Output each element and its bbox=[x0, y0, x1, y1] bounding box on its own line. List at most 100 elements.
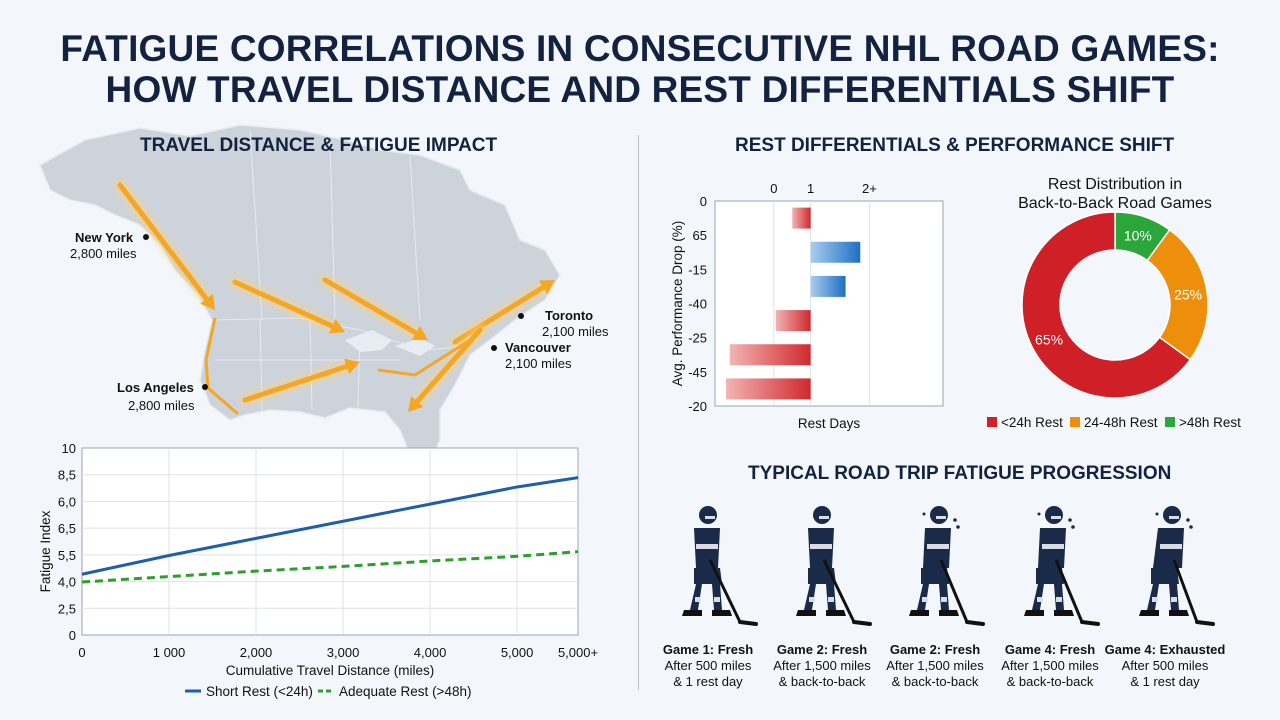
city-dot-new-york bbox=[143, 234, 149, 240]
sweat-drop bbox=[1068, 518, 1072, 522]
x-tick-label: 4,000 bbox=[414, 645, 447, 660]
arrow-head bbox=[411, 326, 428, 340]
game-rest: & back-to-back bbox=[891, 674, 979, 689]
donut-slice bbox=[1146, 228, 1209, 361]
player-figure-3 bbox=[909, 506, 985, 626]
player-helmet bbox=[813, 506, 831, 524]
sock-stripe bbox=[1056, 597, 1062, 602]
x-tick-label: 3,000 bbox=[327, 645, 360, 660]
y-tick-label: -45 bbox=[688, 365, 707, 380]
y-tick-label: 5,5 bbox=[58, 548, 76, 563]
jersey-stripe bbox=[1160, 544, 1182, 549]
section-divider bbox=[638, 135, 639, 690]
rest-section-title: REST DIFFERENTIALS & PERFORMANCE SHIFT bbox=[735, 135, 1175, 156]
y-tick-label: 4,0 bbox=[58, 575, 76, 590]
sweat-drop bbox=[1037, 512, 1041, 516]
x-tick-label: 1 000 bbox=[153, 645, 186, 660]
city-dot-los-angeles bbox=[202, 384, 208, 390]
player-figure-5 bbox=[1139, 506, 1215, 626]
legend-label-0: Short Rest (<24h) bbox=[206, 684, 313, 699]
player-figure-4 bbox=[1024, 506, 1100, 626]
legend-swatch bbox=[1165, 417, 1175, 427]
jersey-stripe bbox=[810, 544, 832, 549]
rest-donut-chart: Rest Distribution in Back-to-Back Road Ga… bbox=[987, 176, 1241, 430]
plot-area bbox=[81, 447, 579, 636]
city-name-los-angeles: Los Angeles bbox=[117, 380, 194, 395]
stick-blade bbox=[1195, 620, 1215, 626]
player-pants bbox=[921, 568, 949, 584]
travel-map: New York 2,800 miles Los Angeles 2,800 m… bbox=[39, 124, 609, 472]
travel-arrow bbox=[322, 277, 419, 336]
y-tick-label: -15 bbox=[688, 262, 707, 277]
progression-label-1: Game 1: Fresh After 500 miles & 1 rest day bbox=[643, 642, 773, 690]
map-borders bbox=[214, 129, 471, 411]
x-tick-label: 0 bbox=[78, 645, 85, 660]
game-miles: After 500 miles bbox=[1121, 658, 1209, 673]
player-visor bbox=[705, 516, 715, 519]
series-line-0 bbox=[81, 476, 579, 576]
bar bbox=[792, 207, 811, 229]
sock-stripe bbox=[1037, 597, 1043, 602]
y-tick-label: 6,5 bbox=[58, 521, 76, 536]
city-dot-vancouver bbox=[491, 345, 497, 351]
jersey-stripe bbox=[1042, 544, 1064, 549]
sock-stripe bbox=[1171, 597, 1177, 602]
page-title: FATIGUE CORRELATIONS IN CONSECUTIVE NHL … bbox=[0, 28, 1280, 110]
y-tick-label: 10 bbox=[62, 441, 76, 456]
player-helmet bbox=[699, 506, 717, 524]
map-section-title: TRAVEL DISTANCE & FATIGUE IMPACT bbox=[140, 135, 498, 156]
stick-blade bbox=[1080, 620, 1100, 626]
map-landmass bbox=[39, 124, 561, 472]
y-tick-label: 6,0 bbox=[58, 494, 76, 509]
donut-slice-label: 10% bbox=[1124, 228, 1152, 244]
fatigue-line-chart: 0 1 000 2,000 3,000 4,000 5,000 5,000+ 0 2,5 4,0 5… bbox=[38, 441, 598, 699]
hockey-stick bbox=[708, 559, 742, 623]
player-skate bbox=[1169, 610, 1189, 616]
city-miles-vancouver: 2,100 miles bbox=[505, 356, 572, 371]
jersey-stripe bbox=[696, 544, 718, 549]
jersey-stripe bbox=[927, 544, 949, 549]
series-line-1 bbox=[81, 550, 579, 584]
x-axis-label: Rest Days bbox=[798, 416, 861, 431]
y-tick-label: 65 bbox=[693, 228, 707, 243]
city-markers bbox=[143, 234, 524, 390]
donut-title-line-2: Back-to-Back Road Games bbox=[1018, 195, 1212, 212]
game-miles: After 1,500 miles bbox=[1001, 658, 1099, 673]
player-visor bbox=[819, 516, 829, 519]
bar bbox=[729, 344, 811, 366]
sock-stripe bbox=[695, 597, 701, 602]
arrow-head bbox=[344, 358, 360, 374]
bar bbox=[810, 275, 846, 297]
y-axis-label: Fatigue Index bbox=[38, 510, 53, 592]
map-lakes bbox=[345, 330, 435, 356]
player-figure-2 bbox=[796, 506, 872, 626]
y-tick-label: -40 bbox=[688, 297, 707, 312]
hockey-stick bbox=[822, 559, 856, 623]
x-tick-label: 5,000+ bbox=[558, 645, 598, 660]
stick-blade bbox=[852, 620, 872, 626]
x-tick-label: 2,000 bbox=[240, 645, 273, 660]
player-skate bbox=[939, 610, 959, 616]
route-line bbox=[204, 317, 239, 416]
y-tick-label: 2,5 bbox=[58, 601, 76, 616]
stick-blade bbox=[738, 620, 758, 626]
x-tick-label: 5,000 bbox=[501, 645, 534, 660]
progression-label-5: Game 4: Exhausted After 500 miles & 1 rest… bbox=[1100, 642, 1230, 690]
sock-stripe bbox=[828, 597, 834, 602]
donut-title-line-1: Rest Distribution in bbox=[1048, 176, 1182, 193]
game-miles: After 500 miles bbox=[664, 658, 752, 673]
city-labels: New York 2,800 miles Los Angeles 2,800 m… bbox=[70, 230, 609, 413]
donut-slice-label: 65% bbox=[1035, 332, 1063, 348]
hockey-stick bbox=[1054, 559, 1084, 623]
player-pants bbox=[1036, 568, 1064, 584]
sock-stripe bbox=[714, 597, 720, 602]
plot-area bbox=[714, 200, 944, 407]
sweat-drop bbox=[1071, 525, 1075, 529]
stick-blade bbox=[965, 620, 985, 626]
sweat-drop bbox=[1189, 525, 1193, 529]
sweat-drop bbox=[953, 518, 957, 522]
game-label: Game 4: Fresh bbox=[1004, 642, 1096, 657]
city-dot-toronto bbox=[518, 313, 524, 319]
game-label: Game 4: Exhausted bbox=[1104, 642, 1226, 657]
player-skate bbox=[682, 610, 702, 616]
